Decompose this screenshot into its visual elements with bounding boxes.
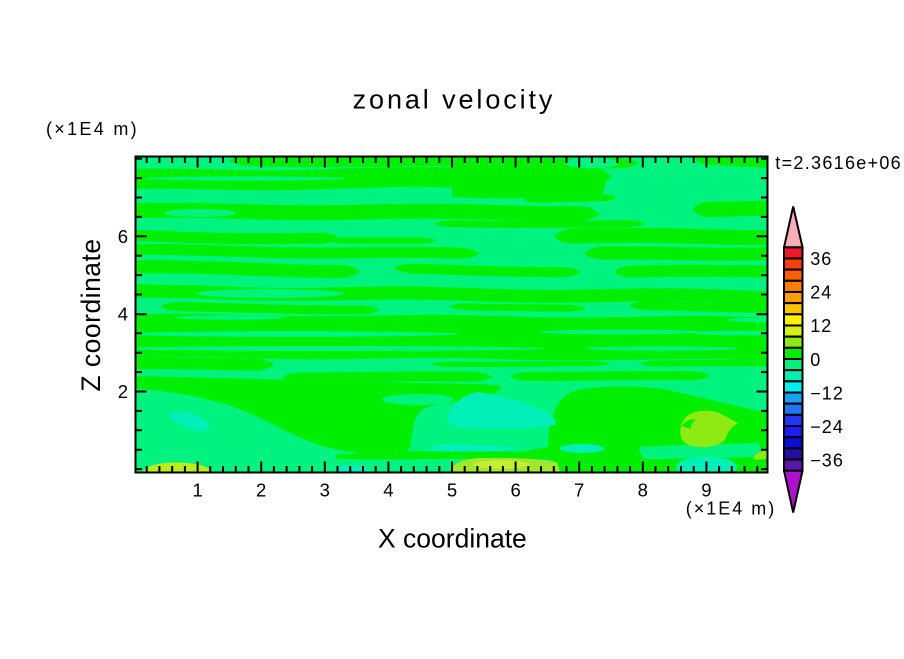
svg-text:t=2.3616e+06: t=2.3616e+06 (775, 153, 902, 173)
svg-text:6: 6 (118, 226, 128, 247)
svg-text:2: 2 (256, 479, 266, 500)
svg-text:4: 4 (383, 479, 393, 500)
svg-text:(×1E4 m): (×1E4 m) (46, 119, 139, 139)
svg-text:Z coordinate: Z coordinate (76, 238, 106, 391)
svg-text:7: 7 (574, 479, 584, 500)
svg-text:12: 12 (810, 316, 832, 336)
svg-text:−36: −36 (810, 451, 844, 471)
svg-text:9: 9 (701, 479, 711, 500)
svg-text:6: 6 (510, 479, 520, 500)
svg-text:4: 4 (118, 303, 128, 324)
svg-text:(×1E4 m): (×1E4 m) (686, 499, 777, 519)
svg-text:−24: −24 (810, 417, 844, 437)
svg-text:0: 0 (810, 350, 821, 370)
svg-text:5: 5 (447, 479, 457, 500)
svg-text:36: 36 (810, 249, 832, 269)
svg-text:X coordinate: X coordinate (378, 524, 527, 554)
svg-text:3: 3 (320, 479, 330, 500)
svg-text:24: 24 (810, 283, 832, 303)
svg-text:8: 8 (638, 479, 648, 500)
svg-text:zonal velocity: zonal velocity (353, 85, 556, 115)
svg-text:2: 2 (118, 381, 128, 402)
svg-text:−12: −12 (810, 383, 844, 403)
svg-text:1: 1 (192, 479, 202, 500)
